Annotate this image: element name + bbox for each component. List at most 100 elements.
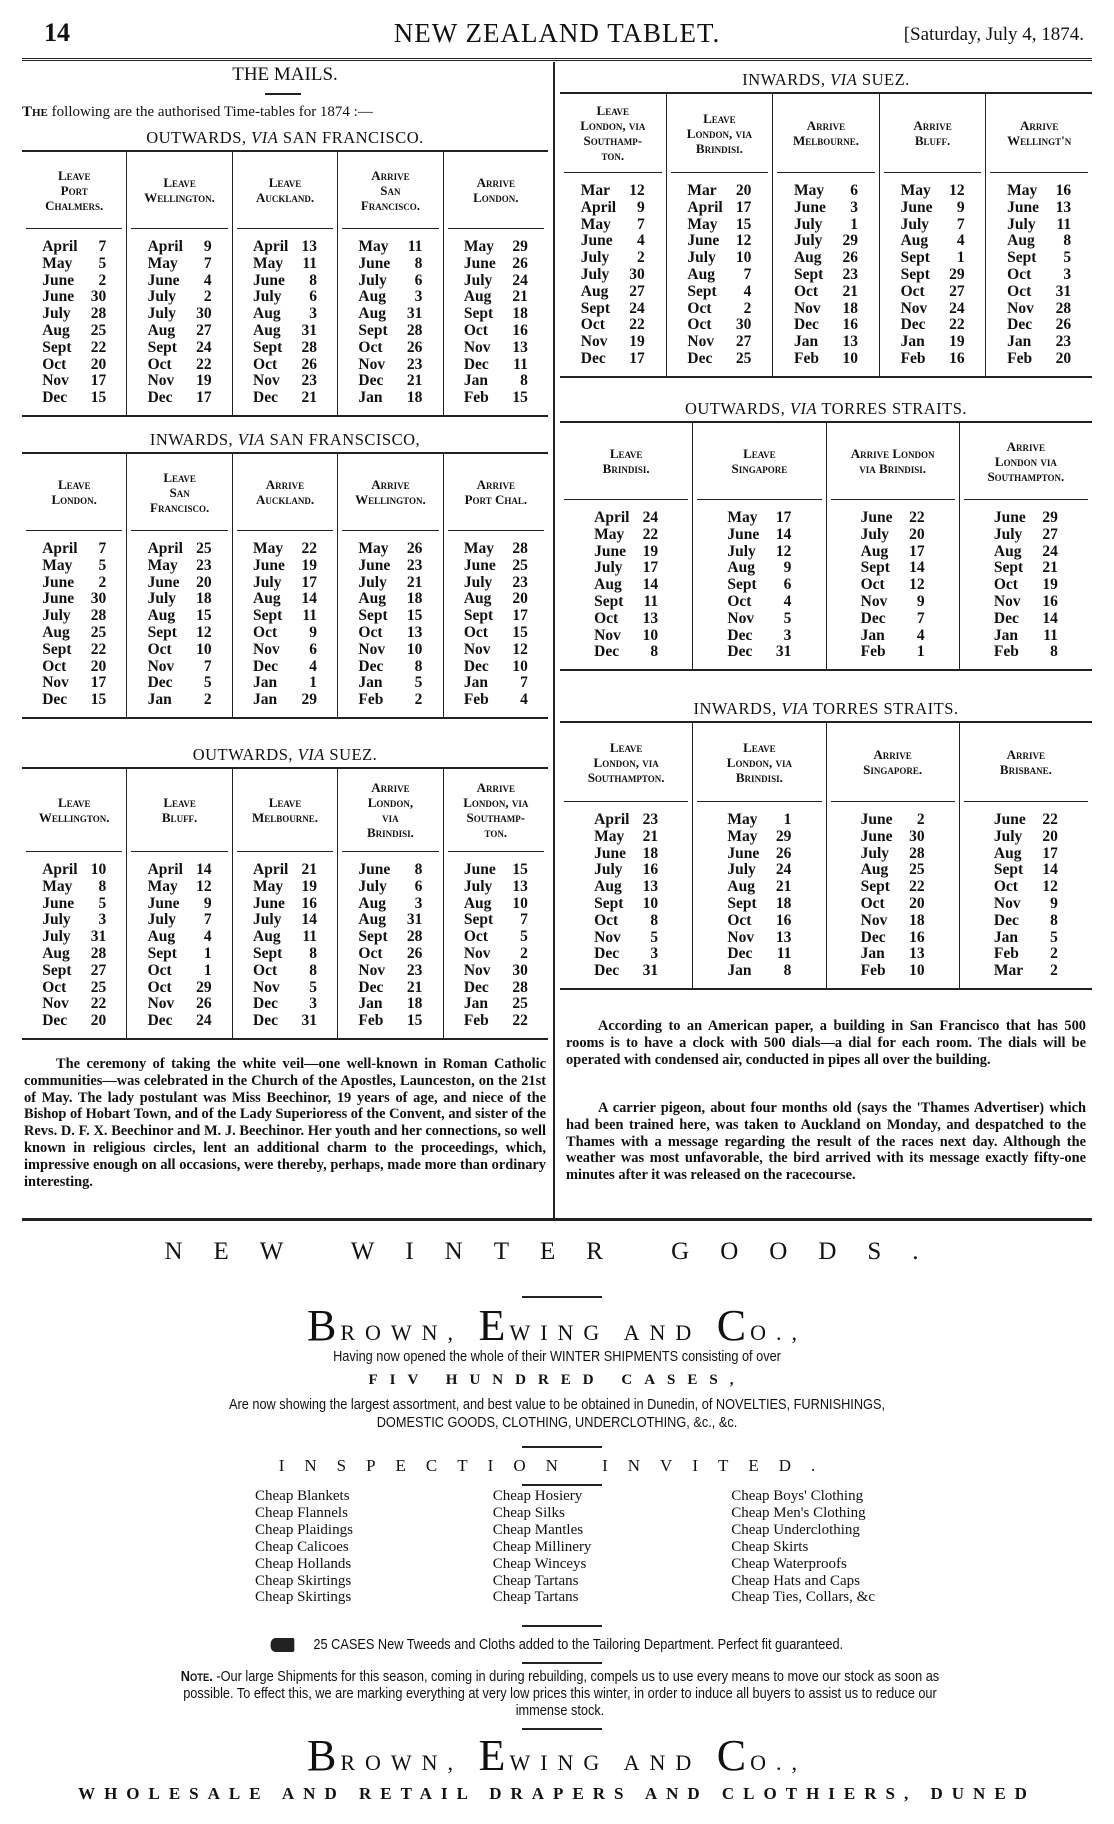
column-body: May 22 June 19 July 17 Aug 14 Sept 11 Oct 9 No… <box>233 531 337 717</box>
date-cell: June 22 <box>993 811 1058 828</box>
date-cell: June 26 <box>463 254 528 272</box>
goods-item: Cheap Boys' Clothing <box>731 1488 864 1504</box>
date-cell: May 19 <box>253 877 318 895</box>
date-cell: Nov 9 <box>860 592 925 610</box>
date-cell: May 7 <box>147 254 212 272</box>
title-via: VIA <box>830 70 858 89</box>
firm-name-footer: B ROWN, E WING AND C O., <box>0 1730 1114 1781</box>
goods-item: Cheap Blankets <box>255 1488 350 1504</box>
timetable-inwards-suez: INWARDS, VIA SUEZ. Leave London, via Sout… <box>560 68 1092 378</box>
column-header: Leave Bluff. <box>131 769 228 852</box>
date-cell: Aug 31 <box>358 305 423 323</box>
goods-item: Cheap Hosiery <box>492 1488 583 1504</box>
column-header: Arrive London. <box>447 152 545 229</box>
date-cell: Nov 27 <box>687 333 752 351</box>
inspection-invited: INSPECTION INVITED. <box>278 1456 836 1475</box>
date-cell: Dec 31 <box>727 643 792 661</box>
date-cell: May 22 <box>253 540 318 557</box>
column-body: May 26 June 23 July 21 Aug 18 Sept 15 Oct 13 N… <box>338 531 442 717</box>
date-cell: July 27 <box>993 525 1058 543</box>
goods-item: Cheap Tartans <box>492 1589 579 1606</box>
date-cell: Sept 10 <box>594 894 659 912</box>
date-cell: Oct 20 <box>860 894 925 912</box>
date-cell: Dec 21 <box>253 389 318 407</box>
goods-item: Cheap Waterproofs <box>731 1555 847 1572</box>
date-cell: Sept 11 <box>594 592 659 610</box>
date-cell: May 7 <box>580 215 645 233</box>
table-title: INWARDS, VIA TORRES STRAITS. <box>560 697 1092 721</box>
date-cell: Oct 21 <box>793 282 858 300</box>
column-body: June 22 July 20 Aug 17 Sept 14 Oct 12 Nov 9 De… <box>827 500 959 669</box>
date-cell: Nov 18 <box>793 299 858 317</box>
date-cell: Sept 23 <box>793 265 858 283</box>
date-cell: May 5 <box>42 556 107 574</box>
firm-word: O., <box>750 1320 808 1345</box>
column-header: Arrive London, via Southamp- ton. <box>447 769 545 852</box>
date-cell: Dec 16 <box>793 316 858 334</box>
mails-intro: The following are the authorised Time-ta… <box>22 104 373 121</box>
header-rule <box>22 58 1092 61</box>
table-grid: Leave Wellington. April 10 May 8 June 5 July… <box>22 767 548 1040</box>
table-column: Leave London, via Southamp- ton. Mar 12 Ap… <box>560 94 666 376</box>
title-via: VIA <box>789 399 818 418</box>
date-cell: Feb 15 <box>463 389 528 407</box>
date-cell: Sept 29 <box>900 265 965 283</box>
advert-headline: NEW WINTER GOODS. <box>164 1238 950 1265</box>
date-cell: Aug 10 <box>463 894 528 912</box>
table-title: OUTWARDS, VIA SAN FRANCISCO. <box>22 126 548 150</box>
date-cell: Aug 26 <box>793 249 858 267</box>
firm-initial: E <box>478 1301 506 1350</box>
date-cell: Jan 13 <box>860 945 925 963</box>
goods-item: Cheap Silks <box>492 1504 565 1521</box>
date-cell: Oct 16 <box>727 911 792 929</box>
date-cell: May 28 <box>463 540 528 557</box>
date-cell: Nov 23 <box>358 355 423 373</box>
column-header: Arrive Auckland. <box>236 454 334 531</box>
date-cell: Oct 13 <box>594 609 659 627</box>
table-grid: Leave London. April 7 May 5 June 2 June 30 Ju… <box>22 452 548 719</box>
date-cell: Aug 4 <box>147 928 212 946</box>
table-column: Arrive Bluff. May 12 June 9 July 7 Aug 4 Sept… <box>878 94 986 376</box>
title-prefix: OUTWARDS, <box>192 745 293 764</box>
date-cell: Aug 3 <box>358 894 423 912</box>
date-cell: April 23 <box>594 811 659 828</box>
date-cell: Jan 19 <box>900 333 965 351</box>
date-cell: Dec 28 <box>463 978 528 996</box>
date-cell: Feb 22 <box>463 1012 528 1030</box>
date-cell: Sept 4 <box>687 282 752 300</box>
dateline: [Saturday, July 4, 1874. <box>903 24 1084 45</box>
date-cell: Mar 12 <box>580 182 645 199</box>
date-cell: July 24 <box>727 861 792 879</box>
date-cell: June 2 <box>42 573 107 591</box>
tailoring-line: 25 CASES New Tweeds and Cloths added to … <box>84 1636 1031 1653</box>
goods-item: Cheap Skirtings <box>255 1572 352 1589</box>
date-cell: June 20 <box>147 573 212 591</box>
date-cell: Dec 3 <box>727 626 792 644</box>
table-grid: Leave Brindisi. April 24 May 22 June 19 July… <box>560 421 1092 672</box>
article-text: A carrier pigeon, about four months old … <box>566 1100 1086 1184</box>
date-cell: Nov 19 <box>580 333 645 351</box>
date-cell: Dec 16 <box>860 928 925 946</box>
column-header: Leave London. <box>26 454 123 531</box>
timetable-outwards-suez: OUTWARDS, VIA SUEZ. Leave Wellington. Apri… <box>22 743 548 1040</box>
column-header: Leave Wellington. <box>131 152 228 229</box>
date-cell: April 17 <box>687 198 752 216</box>
timetable-outwards-torres-straits: OUTWARDS, VIA TORRES STRAITS. Leave Brind… <box>560 397 1092 672</box>
date-cell: May 12 <box>900 182 965 199</box>
title-prefix: INWARDS, <box>149 430 234 449</box>
date-cell: June 19 <box>594 542 659 560</box>
date-cell: April 7 <box>42 540 107 557</box>
column-body: April 14 May 12 June 9 July 7 Aug 4 Sept 1 Oct… <box>127 852 231 1038</box>
column-body: May 16 June 13 July 11 Aug 8 Sept 5 Oct 3 Oct … <box>986 173 1092 376</box>
column-body: April 23 May 21 June 18 July 16 Aug 13 Sept 1… <box>560 802 692 988</box>
column-header: Leave London, via Southampton. <box>564 723 689 802</box>
advert-note: Note. -Our large Shipments for this seas… <box>165 1668 956 1719</box>
column-header: Arrive London via Brindisi. <box>830 423 955 500</box>
date-cell: June 26 <box>727 844 792 862</box>
date-cell: Aug 4 <box>900 232 965 250</box>
title-via: VIA <box>251 128 279 147</box>
firm-word: ROWN, <box>340 1320 464 1345</box>
date-cell: Oct 9 <box>253 623 318 641</box>
date-cell: Oct 12 <box>993 878 1058 896</box>
